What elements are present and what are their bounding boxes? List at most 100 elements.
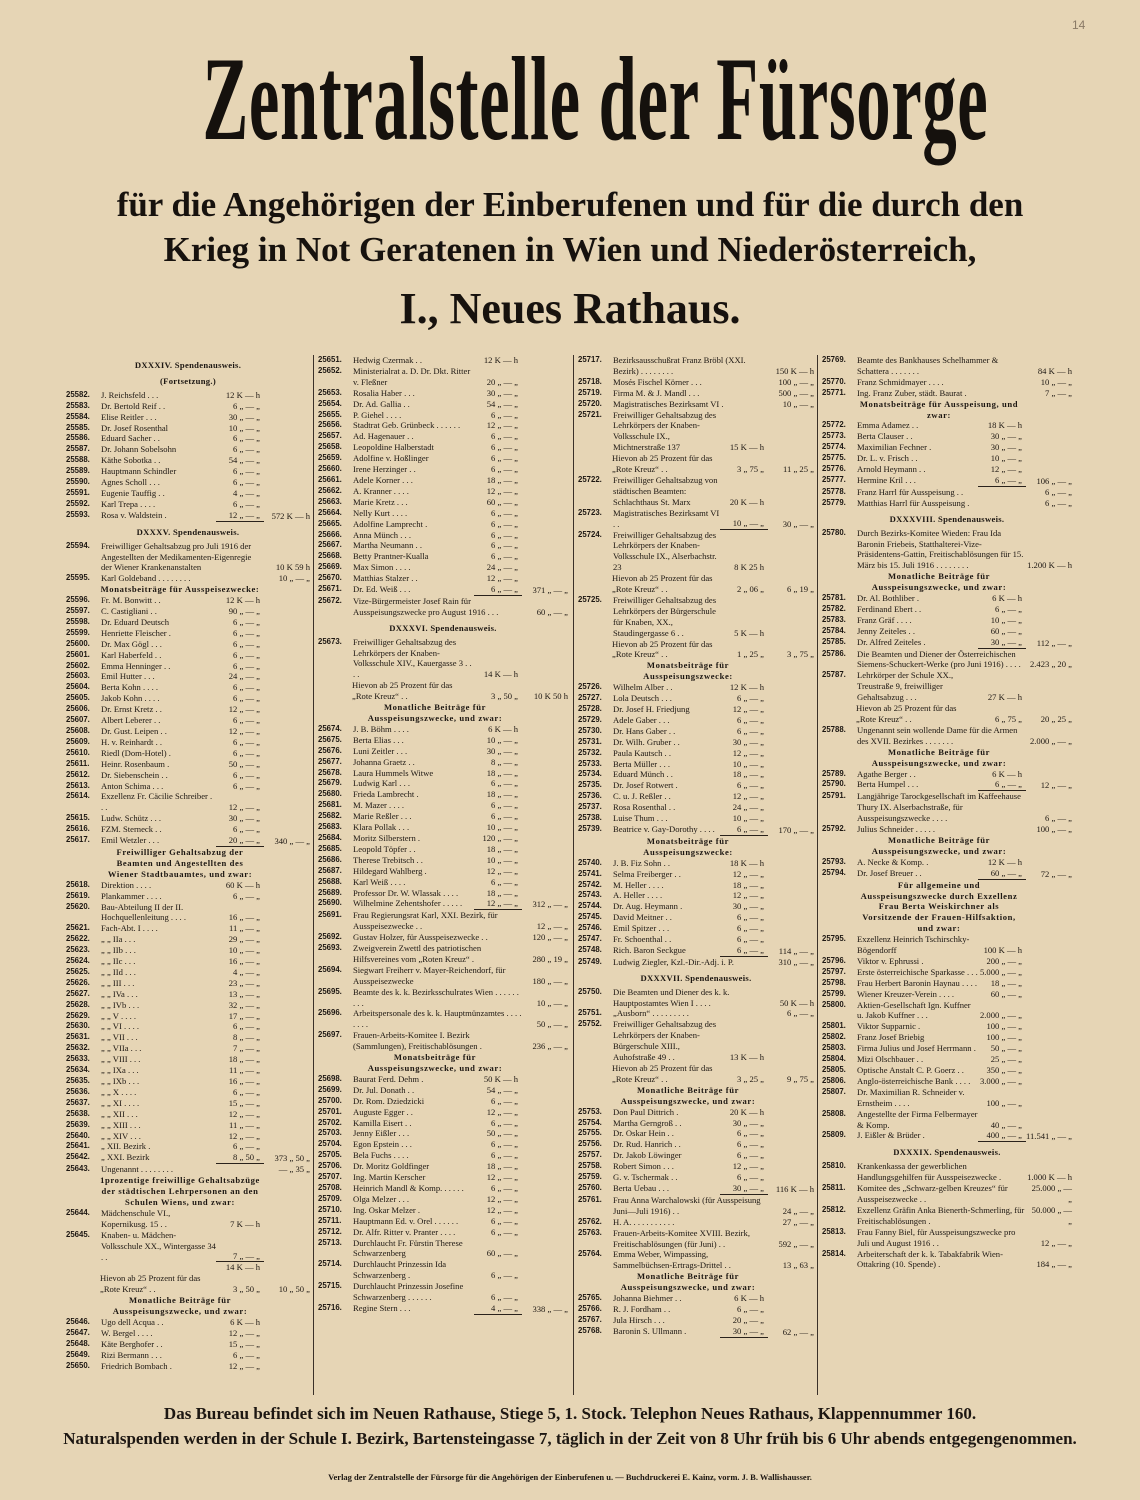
donation-entry: 25610. Riedl (Dom-Hotel) . 6 „ — „ xyxy=(66,748,310,759)
entry-number: 25708. xyxy=(318,1182,342,1192)
entry-number: 25739. xyxy=(578,823,602,833)
donation-entry: 25791. Langjährige Tarockgesellschaft im … xyxy=(822,791,1072,824)
donation-entry: 25656. Stadtrat Geb. Grünbeck . . . . . .… xyxy=(318,420,568,431)
amount: 100 „ — „ xyxy=(986,1097,1022,1108)
donor-name: Dr. Hans Gaber . . xyxy=(613,725,676,736)
subtotal: 6 „ — „ xyxy=(1045,813,1072,824)
amount: 10 „ — „ xyxy=(486,734,518,745)
entry-number: 25750. xyxy=(578,986,602,996)
donor-name: Beamte des k. k. Bezirksschulrates Wien … xyxy=(353,986,519,1008)
amount: 120 „ — „ xyxy=(482,832,518,843)
amount: 6 „ — „ xyxy=(233,433,260,444)
amount: 12 K — h xyxy=(225,595,260,606)
entry-number: 25707. xyxy=(318,1172,342,1182)
amount: 12 „ — „ xyxy=(732,868,764,879)
donation-entry: 25790. Berta Humpel . . . 6 „ — „ 12 „ — „ xyxy=(822,779,1072,792)
entry-number: 25661. xyxy=(318,474,342,484)
donor-name: „ „ III . . . xyxy=(101,977,135,988)
donation-entry: 25595. Karl Goldeband . . . . . . . . 10 „… xyxy=(66,573,310,584)
donation-entry: 25743. A. Heller . . . . 12 „ — „ xyxy=(578,890,814,901)
amount: 18 „ — „ xyxy=(486,474,518,485)
entry-number: 25788. xyxy=(822,724,846,734)
entry-number: 25791. xyxy=(822,791,846,801)
entry-number: 25751. xyxy=(578,1008,602,1018)
section-note: 1prozentige freiwillige Gehaltsabzüge de… xyxy=(100,1175,260,1207)
entry-number: 25799. xyxy=(822,988,846,998)
donor-name: „ „ VII . . . xyxy=(101,1032,138,1043)
donation-entry: 25787. Lehrkörper der Schule XX., Treustr… xyxy=(822,670,1072,703)
donor-name: Baurat Ferd. Dehm . xyxy=(353,1073,424,1084)
donor-name: Karl Weiß . . . . xyxy=(353,876,406,887)
entry-number: 25727. xyxy=(578,693,602,703)
subtotal: 27 „ — „ xyxy=(782,1216,814,1227)
address-heading: I., Neues Rathaus. xyxy=(399,284,741,333)
subtotal: 572 K — h xyxy=(271,510,310,521)
amount: 6 „ — „ xyxy=(491,529,518,540)
entry-number: 25669. xyxy=(318,562,342,572)
donation-entry: 25723. Magistratisches Bezirksamt VI . .1… xyxy=(578,508,814,530)
donor-name: „ „ IVa . . . xyxy=(101,988,138,999)
donor-name: Marie Kretz . . . xyxy=(353,496,408,507)
entry-number: 25755. xyxy=(578,1128,602,1138)
donation-entry: 25650. Friedrich Bombach . 12 „ — „ xyxy=(66,1361,310,1372)
section-note: Monatliche Beiträge für Ausspeisungszwec… xyxy=(112,1295,248,1317)
amount: 6 „ — „ xyxy=(491,551,518,562)
donor-name: Julius Schneider . . . . . xyxy=(857,824,936,835)
donation-entry: 25598. Dr. Eduard Deutsch 6 „ — „ xyxy=(66,617,310,628)
donation-entry: 25739. Beatrice v. Gay-Dorothy . . . . 6 „… xyxy=(578,824,814,836)
amount: 25 „ — „ xyxy=(990,1054,1022,1065)
deduction-row: 14 K — h xyxy=(66,1262,310,1273)
amount: 30 „ — „ xyxy=(732,736,764,747)
donor-name: Emma Adamez . . xyxy=(857,420,919,431)
subtotal: 112 „ — „ xyxy=(1036,637,1072,648)
donation-entry: 25812. Exzellenz Gräfin Anka Bienerth-Sch… xyxy=(822,1205,1072,1227)
donor-name: Stadtrat Geb. Grünbeck . . . . . . xyxy=(353,420,461,431)
donor-name: „ „ IIc . . . xyxy=(101,956,136,967)
donor-name: Dr. Josef Rotwert . xyxy=(613,780,678,791)
entry-number: 25587. xyxy=(66,444,90,454)
entry-number: 25666. xyxy=(318,529,342,539)
donation-entry: 25600. Dr. Max Gögl . . . 6 „ — „ xyxy=(66,639,310,650)
donation-entry: 25593. Rosa v. Waldstein . 12 „ — „ 572 K —… xyxy=(66,510,310,522)
entry-number: 25582. xyxy=(66,389,90,399)
section-heading: DXXXIX. Spendenausweis. xyxy=(893,1147,1001,1158)
donation-entry: 25801. Viktor Supparnic . 100 „ — „ xyxy=(822,1021,1072,1032)
donation-entry: 25682. Marie Reßler . . . 6 „ — „ xyxy=(318,811,568,822)
section-note: Monatliche Beiträge für Ausspeisungszwec… xyxy=(620,1271,756,1293)
donor-name: Betty Prantner-Kualla xyxy=(353,551,429,562)
entry-number: 25781. xyxy=(822,593,846,603)
donor-name: Emil Spitzer . . . xyxy=(613,923,670,934)
amount: 100 „ — „ xyxy=(986,1021,1022,1032)
donation-entry: 25738. Luise Thum . . . 10 „ — „ xyxy=(578,813,814,824)
subtotal: 100 „ — „ xyxy=(1036,824,1072,835)
donation-entry: 25732. Paula Kautsch . . 12 „ — „ xyxy=(578,748,814,759)
amount: 6 „ — „ xyxy=(737,1172,764,1183)
subtotal: 10 „ 50 „ xyxy=(278,1284,310,1295)
donation-entry: 25621. Fach-Abt. I . . . . 11 „ — „ xyxy=(66,923,310,934)
donation-entry: 25611. Heinr. Rosenbaum . 50 „ — „ xyxy=(66,759,310,770)
section-note: Monatliche Beiträge für Ausspeisungszwec… xyxy=(367,702,503,723)
entry-number: 25805. xyxy=(822,1065,846,1074)
subtotal: 6 „ — „ xyxy=(787,1008,814,1019)
entry-number: 25648. xyxy=(66,1338,90,1348)
subtotal: 106 „ — „ xyxy=(1036,475,1072,486)
subtotal: 100 „ — „ xyxy=(778,376,814,387)
entry-number: 25709. xyxy=(318,1193,342,1203)
amount: 30 „ — „ xyxy=(720,1183,768,1195)
donation-entry: 25624. „ „ IIc . . . 16 „ — „ xyxy=(66,956,310,967)
donor-name: Optische Anstalt C. P. Goerz . . xyxy=(857,1065,964,1075)
amount: 12 „ — „ xyxy=(990,464,1022,475)
donation-entry: 25742. M. Heller . . . . 18 „ — „ xyxy=(578,880,814,891)
donor-name: Anton Schima . . . xyxy=(101,780,164,791)
entry-number: 25725. xyxy=(578,594,602,604)
donor-name: „ „ VIII . . . xyxy=(101,1054,141,1065)
entry-number: 25761. xyxy=(578,1194,602,1204)
donation-entry: 25612. Dr. Siebenschein . . 6 „ — „ xyxy=(66,770,310,781)
donation-entry: 25694. Siegwart Freiherr v. Mayer-Reichen… xyxy=(318,965,568,987)
donation-entry: 25708. Heinrich Mandl & Komp. . . . . . 6 … xyxy=(318,1183,568,1194)
imprint: Verlag der Zentralstelle der Fürsorge fü… xyxy=(328,1472,812,1482)
amount: 8 „ — „ xyxy=(491,756,518,767)
donor-name: Martha Gerngroß . . xyxy=(613,1117,682,1128)
entry-number: 25671. xyxy=(318,584,342,594)
subtotal: 11 „ 25 „ xyxy=(783,464,814,475)
